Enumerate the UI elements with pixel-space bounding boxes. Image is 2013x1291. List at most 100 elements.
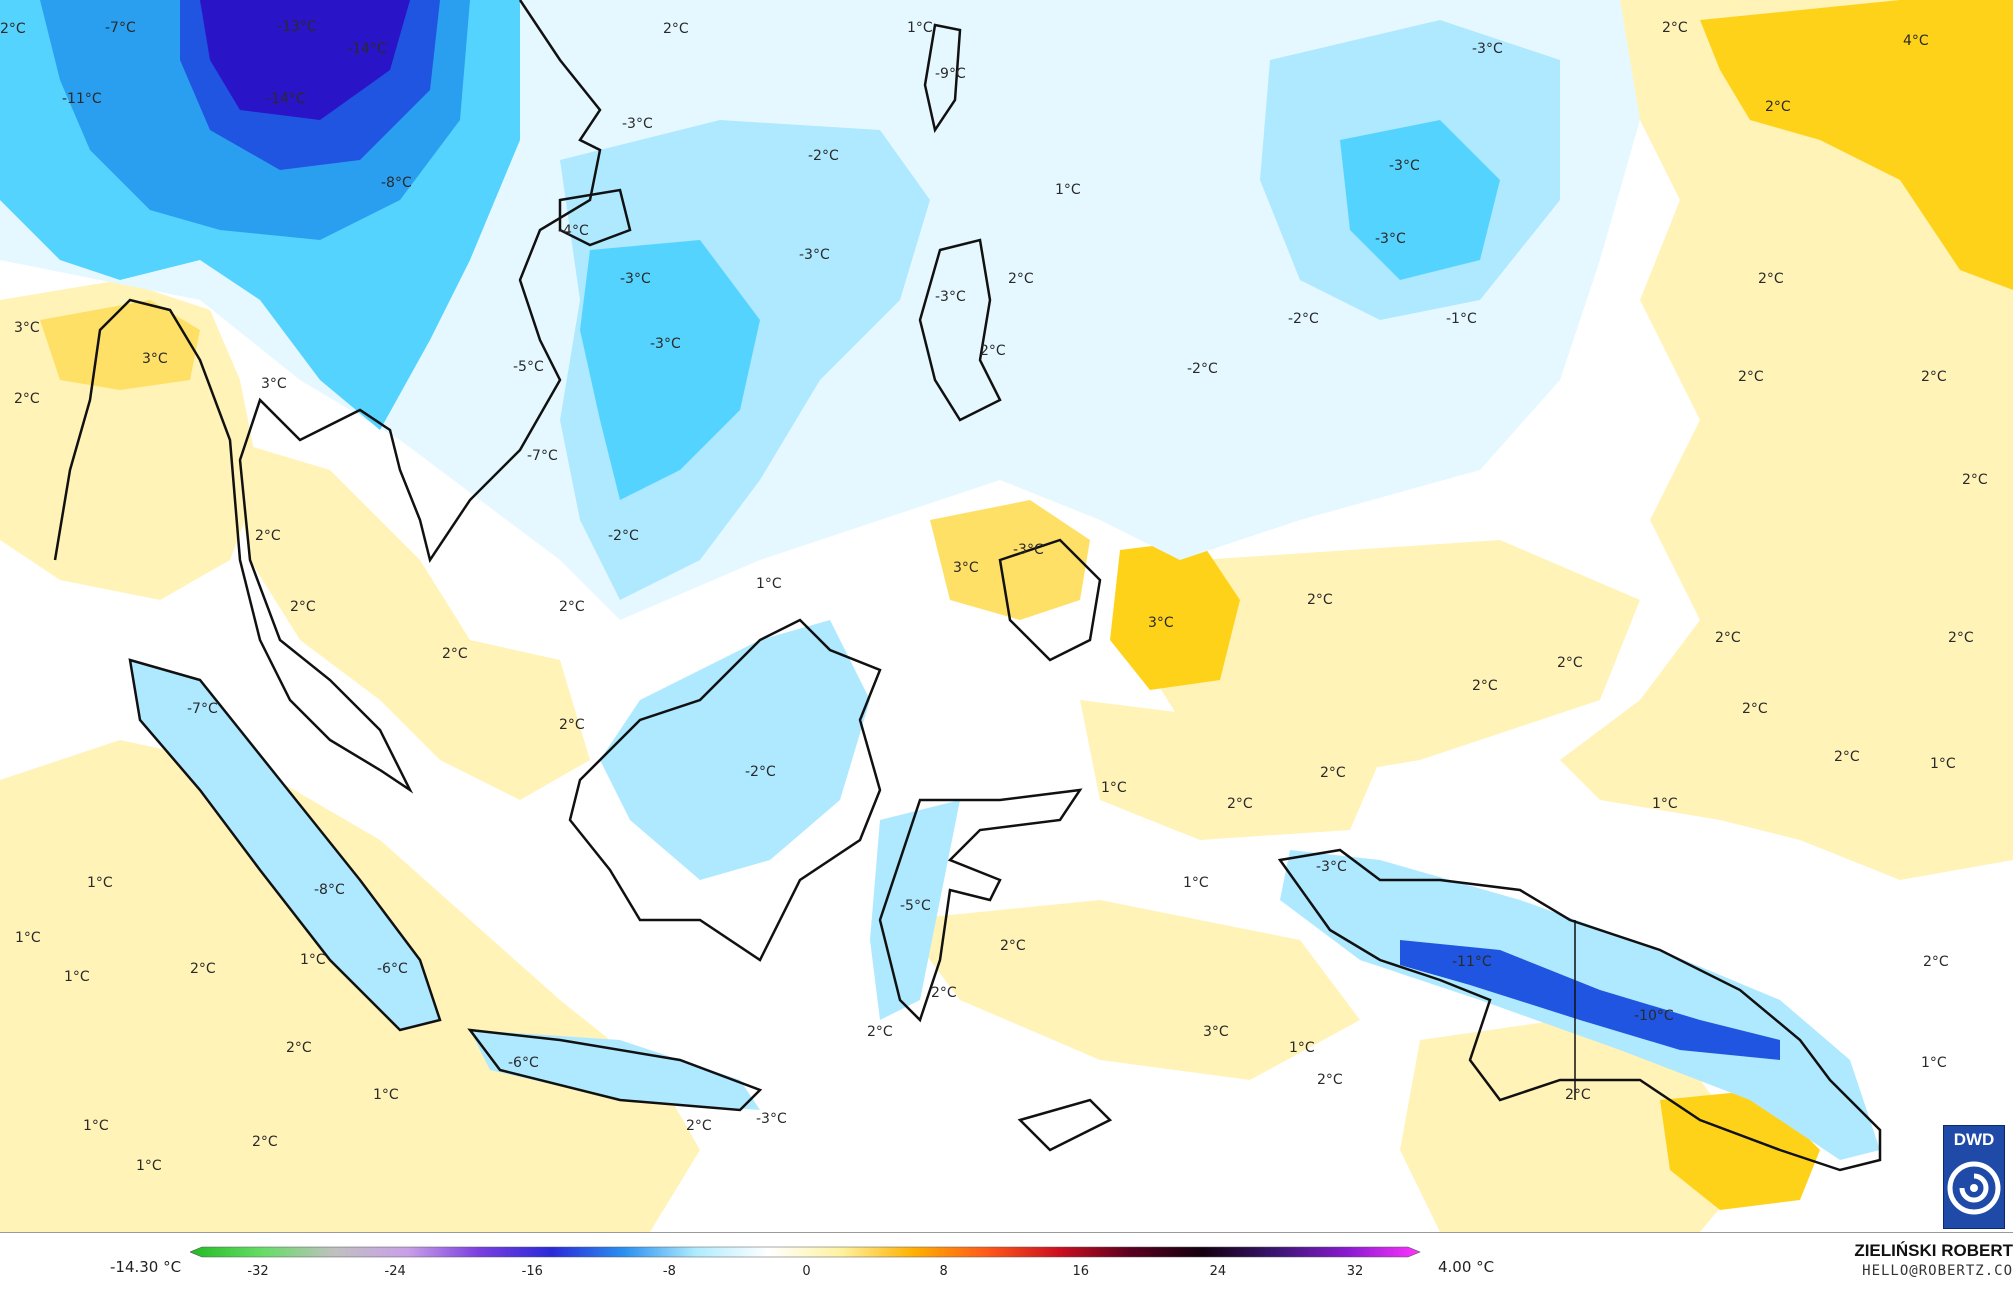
temp-label: 2°C	[1000, 938, 1026, 954]
temp-label: 2°C	[252, 1134, 278, 1150]
temp-label: 2°C	[867, 1024, 893, 1040]
temp-label: -3°C	[1375, 231, 1406, 247]
coastline-timor	[1017, 1098, 1113, 1152]
coastline-java	[467, 1028, 763, 1112]
temp-label: 2°C	[1948, 630, 1974, 646]
author-email: HELLO@ROBERTZ.CO	[1862, 1263, 2013, 1279]
temp-label: -10°C	[1634, 1008, 1674, 1024]
temp-label: 3°C	[142, 351, 168, 367]
coastline-taiwan	[923, 23, 962, 134]
warm-area-sulu-sea	[930, 500, 1090, 620]
temp-label: -2°C	[608, 528, 639, 544]
cold-area-south-china-sea-core	[580, 240, 760, 500]
temp-label: 2°C	[559, 599, 585, 615]
temp-label: 1°C	[907, 20, 933, 36]
color-scale-tick-label: -32	[247, 1264, 268, 1279]
cold-area-java	[470, 1030, 760, 1110]
temp-label: 2°C	[1662, 20, 1688, 36]
temp-label: -11°C	[62, 91, 102, 107]
temp-label: -3°C	[756, 1111, 787, 1127]
temp-label: -2°C	[1288, 311, 1319, 327]
temp-label: -14°C	[347, 41, 387, 57]
dwd-logo: DWD	[1943, 1125, 2005, 1229]
temp-label: 2°C	[190, 961, 216, 977]
cold-area-sumatra	[130, 660, 440, 1030]
temp-label: 2°C	[1227, 796, 1253, 812]
temp-label: -5°C	[513, 359, 544, 375]
cold-area-borneo	[600, 620, 870, 880]
temp-label: -3°C	[620, 271, 651, 287]
temp-label: 2°C	[290, 599, 316, 615]
temp-label: -3°C	[1013, 542, 1044, 558]
author-name: ZIELIŃSKI ROBERT	[1854, 1241, 2013, 1260]
cold-area-new-guinea-core	[1400, 940, 1780, 1060]
color-scale-tick-label: -24	[385, 1264, 406, 1279]
color-scale-tick-label: -16	[522, 1264, 543, 1279]
temp-label: 2°C	[1742, 701, 1768, 717]
temp-label: 2°C	[0, 21, 26, 37]
coastlines	[53, 0, 1882, 1172]
warm-area-arafura	[1400, 1020, 1760, 1232]
color-scale-bar	[190, 1246, 1421, 1258]
dwd-spiral-icon	[1947, 1161, 2001, 1215]
temp-label: 2°C	[980, 343, 1006, 359]
temp-label: 1°C	[1101, 780, 1127, 796]
temp-label: -7°C	[187, 701, 218, 717]
temp-label: 2°C	[1565, 1087, 1591, 1103]
temp-label: 2°C	[1834, 749, 1860, 765]
temp-label: -2°C	[808, 148, 839, 164]
warm-area-andaman-strong	[40, 300, 200, 390]
temp-label: 2°C	[1307, 592, 1333, 608]
temp-label: -7°C	[105, 20, 136, 36]
color-scale-ticks: -32 -24 -16 -8 0 8 16 24 32	[247, 1264, 1363, 1279]
temp-label: 2°C	[1765, 99, 1791, 115]
coastline-sulawesi	[878, 788, 1083, 1023]
temp-label: 2°C	[286, 1040, 312, 1056]
temp-label: -3°C	[1472, 41, 1503, 57]
temp-label: -3°C	[622, 116, 653, 132]
temp-label: 1°C	[15, 930, 41, 946]
temp-label: 1°C	[1652, 796, 1678, 812]
temp-label: 2°C	[1758, 271, 1784, 287]
temp-label: 1°C	[1055, 182, 1081, 198]
temp-label: 1°C	[1289, 1040, 1315, 1056]
temp-label: 1°C	[373, 1087, 399, 1103]
warm-area-celebes	[1080, 700, 1380, 840]
color-scale-tick-label: 16	[1072, 1264, 1089, 1279]
warm-area-gulf-thailand	[230, 440, 590, 800]
temp-label: 2°C	[686, 1118, 712, 1134]
temp-label: -3°C	[935, 289, 966, 305]
temp-label: -8°C	[381, 175, 412, 191]
temp-label: -3°C	[799, 247, 830, 263]
color-scale-tick-label: 8	[939, 1264, 947, 1279]
temp-label: -13°C	[277, 19, 317, 35]
temp-label: 2°C	[1962, 472, 1988, 488]
temp-label: 1°C	[300, 952, 326, 968]
temp-label: 1°C	[1930, 756, 1956, 772]
temp-label: 1°C	[1183, 875, 1209, 891]
temp-label: 2°C	[442, 646, 468, 662]
temp-label: 3°C	[1203, 1024, 1229, 1040]
temp-label: 1°C	[136, 1158, 162, 1174]
warm-area-mindanao-east	[1110, 540, 1240, 690]
warm-area-southwest-sea	[0, 740, 700, 1232]
temp-label: -2°C	[1187, 361, 1218, 377]
temp-label: 1°C	[64, 969, 90, 985]
temp-label: -3°C	[1316, 859, 1347, 875]
cold-area-yunnan-core	[200, 0, 410, 120]
color-scale-tick-label: 0	[802, 1264, 810, 1279]
temp-label: 2°C	[1317, 1072, 1343, 1088]
temp-label: 4°C	[1903, 33, 1929, 49]
warm-area-northeast-strong	[1700, 0, 2013, 290]
temp-label: 2°C	[1715, 630, 1741, 646]
cold-area-philippine-sea-core	[1340, 120, 1500, 280]
temp-label: -7°C	[527, 448, 558, 464]
temp-label: -1°C	[1446, 311, 1477, 327]
temp-label: 1°C	[756, 576, 782, 592]
legend-bar: -32 -24 -16 -8 0 8 16 24 32	[0, 1232, 2013, 1288]
temp-label: 2°C	[559, 717, 585, 733]
warm-area-banda-sea	[900, 900, 1360, 1080]
color-scale-tick-label: 24	[1210, 1264, 1227, 1279]
temp-label: -3°C	[650, 336, 681, 352]
warm-area-east-pacific	[1560, 0, 2013, 880]
